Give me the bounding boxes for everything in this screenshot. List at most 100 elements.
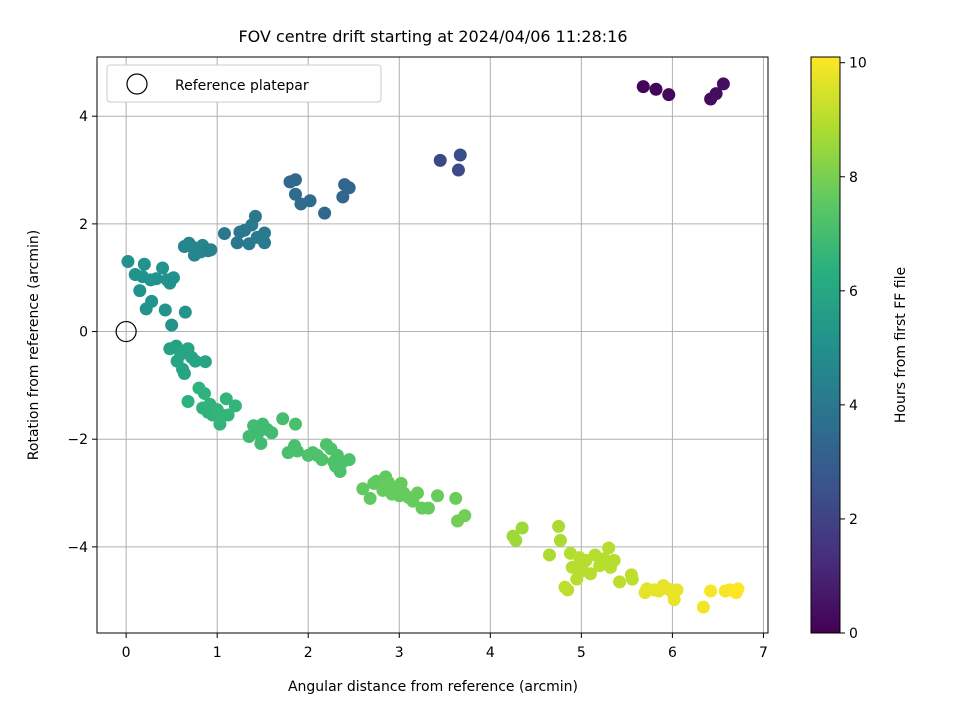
scatter-point [649,82,663,96]
scatter-point [410,486,424,500]
grid-lines [97,57,768,633]
scatter-point [315,453,329,467]
scatter-point [607,553,621,567]
x-tick-label: 0 [122,645,131,661]
x-tick-label: 7 [759,645,768,661]
scatter-point [276,412,290,426]
scatter-point [336,190,350,204]
scatter-point [662,88,676,102]
y-tick-label: −2 [67,432,88,448]
x-tick-label: 1 [213,645,222,661]
y-axis-ticks: −4 −2 0 2 4 [67,109,97,556]
scatter-point [145,294,159,308]
y-tick-label: 0 [79,325,88,341]
scatter-point [453,148,467,162]
colorbar-tick-label: 0 [849,626,858,642]
reference-platepar-marker [115,320,137,343]
legend-marker-reference-platepar [126,73,148,95]
colorbar-tick-label: 8 [849,170,858,186]
scatter-point [458,509,472,523]
scatter-point [217,227,231,241]
scatter-point [509,533,523,547]
scatter-point [709,87,723,101]
scatter-point [178,305,192,319]
scatter-point [356,482,370,496]
scatter-points [121,77,745,614]
scatter-point [431,489,445,503]
y-tick-label: −4 [67,540,88,556]
scatter-point [704,584,718,598]
colorbar-tick-label: 4 [849,398,858,414]
scatter-point [716,77,730,91]
scatter-point [204,243,218,257]
scatter-point [451,163,465,177]
scatter-point [670,583,684,597]
scatter-point [188,354,202,368]
scatter-point [177,367,191,381]
scatter-point [433,153,447,167]
scatter-point [421,501,435,515]
scatter-point [625,572,639,586]
scatter-point [156,261,170,275]
scatter-point [248,209,262,223]
scatter-point [133,284,147,298]
colorbar-label: Hours from first FF file [893,267,909,423]
scatter-point [137,257,151,271]
colorbar-ticks: 0 2 4 6 8 10 [840,56,867,642]
y-axis-label: Rotation from reference (arcmin) [26,230,42,460]
scatter-point [318,206,332,220]
scatter-point [197,386,211,400]
scatter-point [254,437,268,451]
scatter-point [230,236,244,250]
scatter-point [602,541,616,555]
scatter-point [288,187,302,201]
scatter-point [198,355,212,369]
scatter-point [258,226,272,240]
plot-frame [96,56,769,634]
colorbar-tick-label: 2 [849,512,858,528]
scatter-point [561,583,575,597]
x-tick-label: 4 [486,645,495,661]
scatter-point [158,303,172,317]
chart-title: FOV centre drift starting at 2024/04/06 … [238,27,627,46]
scatter-point [553,533,567,547]
scatter-point [149,272,163,286]
legend-label-reference-platepar: Reference platepar [175,78,309,94]
scatter-point [181,395,195,409]
scatter-point [288,173,302,187]
scatter-point [121,255,135,269]
scatter-point [342,453,356,467]
x-axis-ticks: 0 1 2 3 4 5 6 7 [122,633,768,661]
scatter-point [290,444,304,458]
legend-box [106,64,382,103]
scatter-point [165,318,179,332]
scatter-point [221,408,235,422]
colorbar-tick-label: 6 [849,284,858,300]
scatter-point [696,600,710,614]
x-tick-label: 2 [304,645,313,661]
scatter-point [166,271,180,285]
scatter-point [552,519,566,533]
x-tick-label: 3 [395,645,404,661]
scatter-point [303,194,317,208]
scatter-point [636,80,650,94]
scatter-point [258,236,272,250]
scatter-point [449,491,463,505]
scatter-point [542,548,556,562]
scatter-point [363,491,377,505]
colorbar-tick-label: 10 [849,56,867,72]
scatter-point [515,521,529,535]
scatter-point [288,417,302,431]
y-tick-label: 4 [79,109,88,125]
colorbar-gradient [810,56,841,634]
x-tick-label: 6 [668,645,677,661]
x-tick-label: 5 [577,645,586,661]
colorbar: 0 2 4 6 8 10 Hours from first FF file [810,56,909,642]
scatter-point [613,575,627,589]
scatter-point [583,567,597,581]
scatter-point [228,399,242,413]
scatter-point [731,582,745,596]
x-axis-label: Angular distance from reference (arcmin) [288,679,578,695]
y-tick-label: 2 [79,217,88,233]
